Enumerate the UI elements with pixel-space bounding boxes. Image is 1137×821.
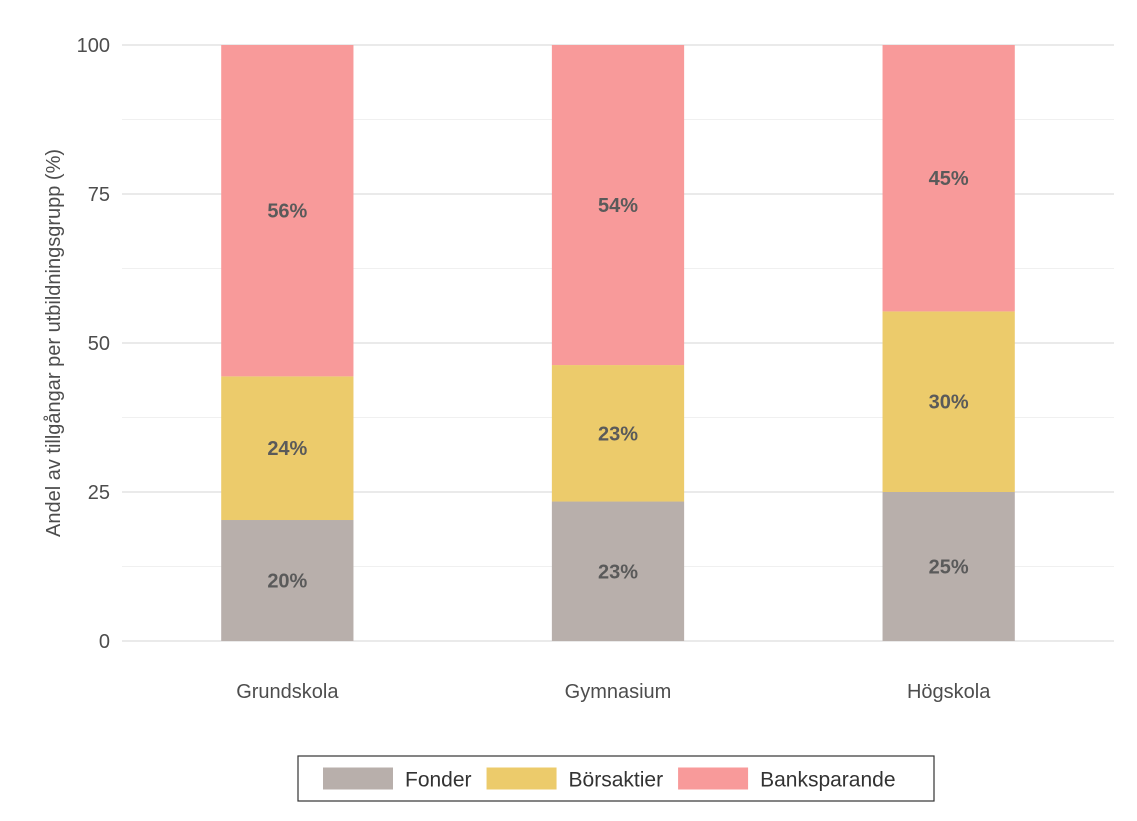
y-tick-label: 0 bbox=[99, 631, 110, 653]
y-axis-title: Andel av tillgångar per utbildningsgrupp… bbox=[43, 149, 65, 537]
legend-box bbox=[297, 755, 935, 802]
bar-value-label: 25% bbox=[929, 557, 969, 579]
y-tick-label: 100 bbox=[77, 35, 110, 57]
bar-segment-banksparande bbox=[221, 45, 354, 377]
bar-segment-fonder bbox=[221, 520, 354, 641]
bar-segment-fonder bbox=[882, 492, 1015, 641]
legend-label: Banksparande bbox=[760, 769, 895, 792]
x-tick-label: Gymnasium bbox=[565, 681, 672, 703]
legend-swatch bbox=[678, 767, 749, 790]
y-tick-label: 75 bbox=[88, 184, 110, 206]
y-tick-label: 50 bbox=[88, 333, 110, 355]
legend-label: Fonder bbox=[405, 769, 472, 792]
bar-segment-börsaktier bbox=[221, 376, 354, 521]
bar-value-label: 54% bbox=[598, 195, 638, 217]
axis-layer: 0 25 50 75 100 Grundskola Gymnasium Högskola bbox=[77, 35, 992, 703]
bar-value-label: 23% bbox=[598, 561, 638, 583]
bars-layer bbox=[221, 45, 1015, 641]
bar-segment-fonder bbox=[551, 501, 685, 641]
bar-value-label: 24% bbox=[267, 438, 307, 460]
bar-value-label: 30% bbox=[929, 392, 969, 414]
legend-label: Börsaktier bbox=[569, 769, 664, 792]
x-tick-label: Högskola bbox=[907, 681, 991, 703]
legend-swatch bbox=[323, 767, 393, 790]
bar-value-label: 20% bbox=[267, 571, 307, 593]
legend-swatch bbox=[486, 767, 557, 790]
bar-value-label: 56% bbox=[267, 201, 307, 223]
bar-segment-börsaktier bbox=[551, 365, 685, 502]
bar-segment-börsaktier bbox=[882, 311, 1015, 492]
bar-segment-banksparande bbox=[551, 45, 685, 366]
x-tick-label: Grundskola bbox=[236, 681, 339, 703]
labels-layer: 20% 24% 56% 23% 23% 54% 25% 30% 45% bbox=[267, 168, 969, 592]
legend: Fonder Börsaktier Banksparande bbox=[297, 755, 935, 802]
bar-value-label: 23% bbox=[598, 423, 638, 445]
bar-value-label: 45% bbox=[929, 168, 969, 190]
bar-segment-banksparande bbox=[882, 45, 1015, 312]
y-tick-label: 25 bbox=[88, 482, 110, 504]
